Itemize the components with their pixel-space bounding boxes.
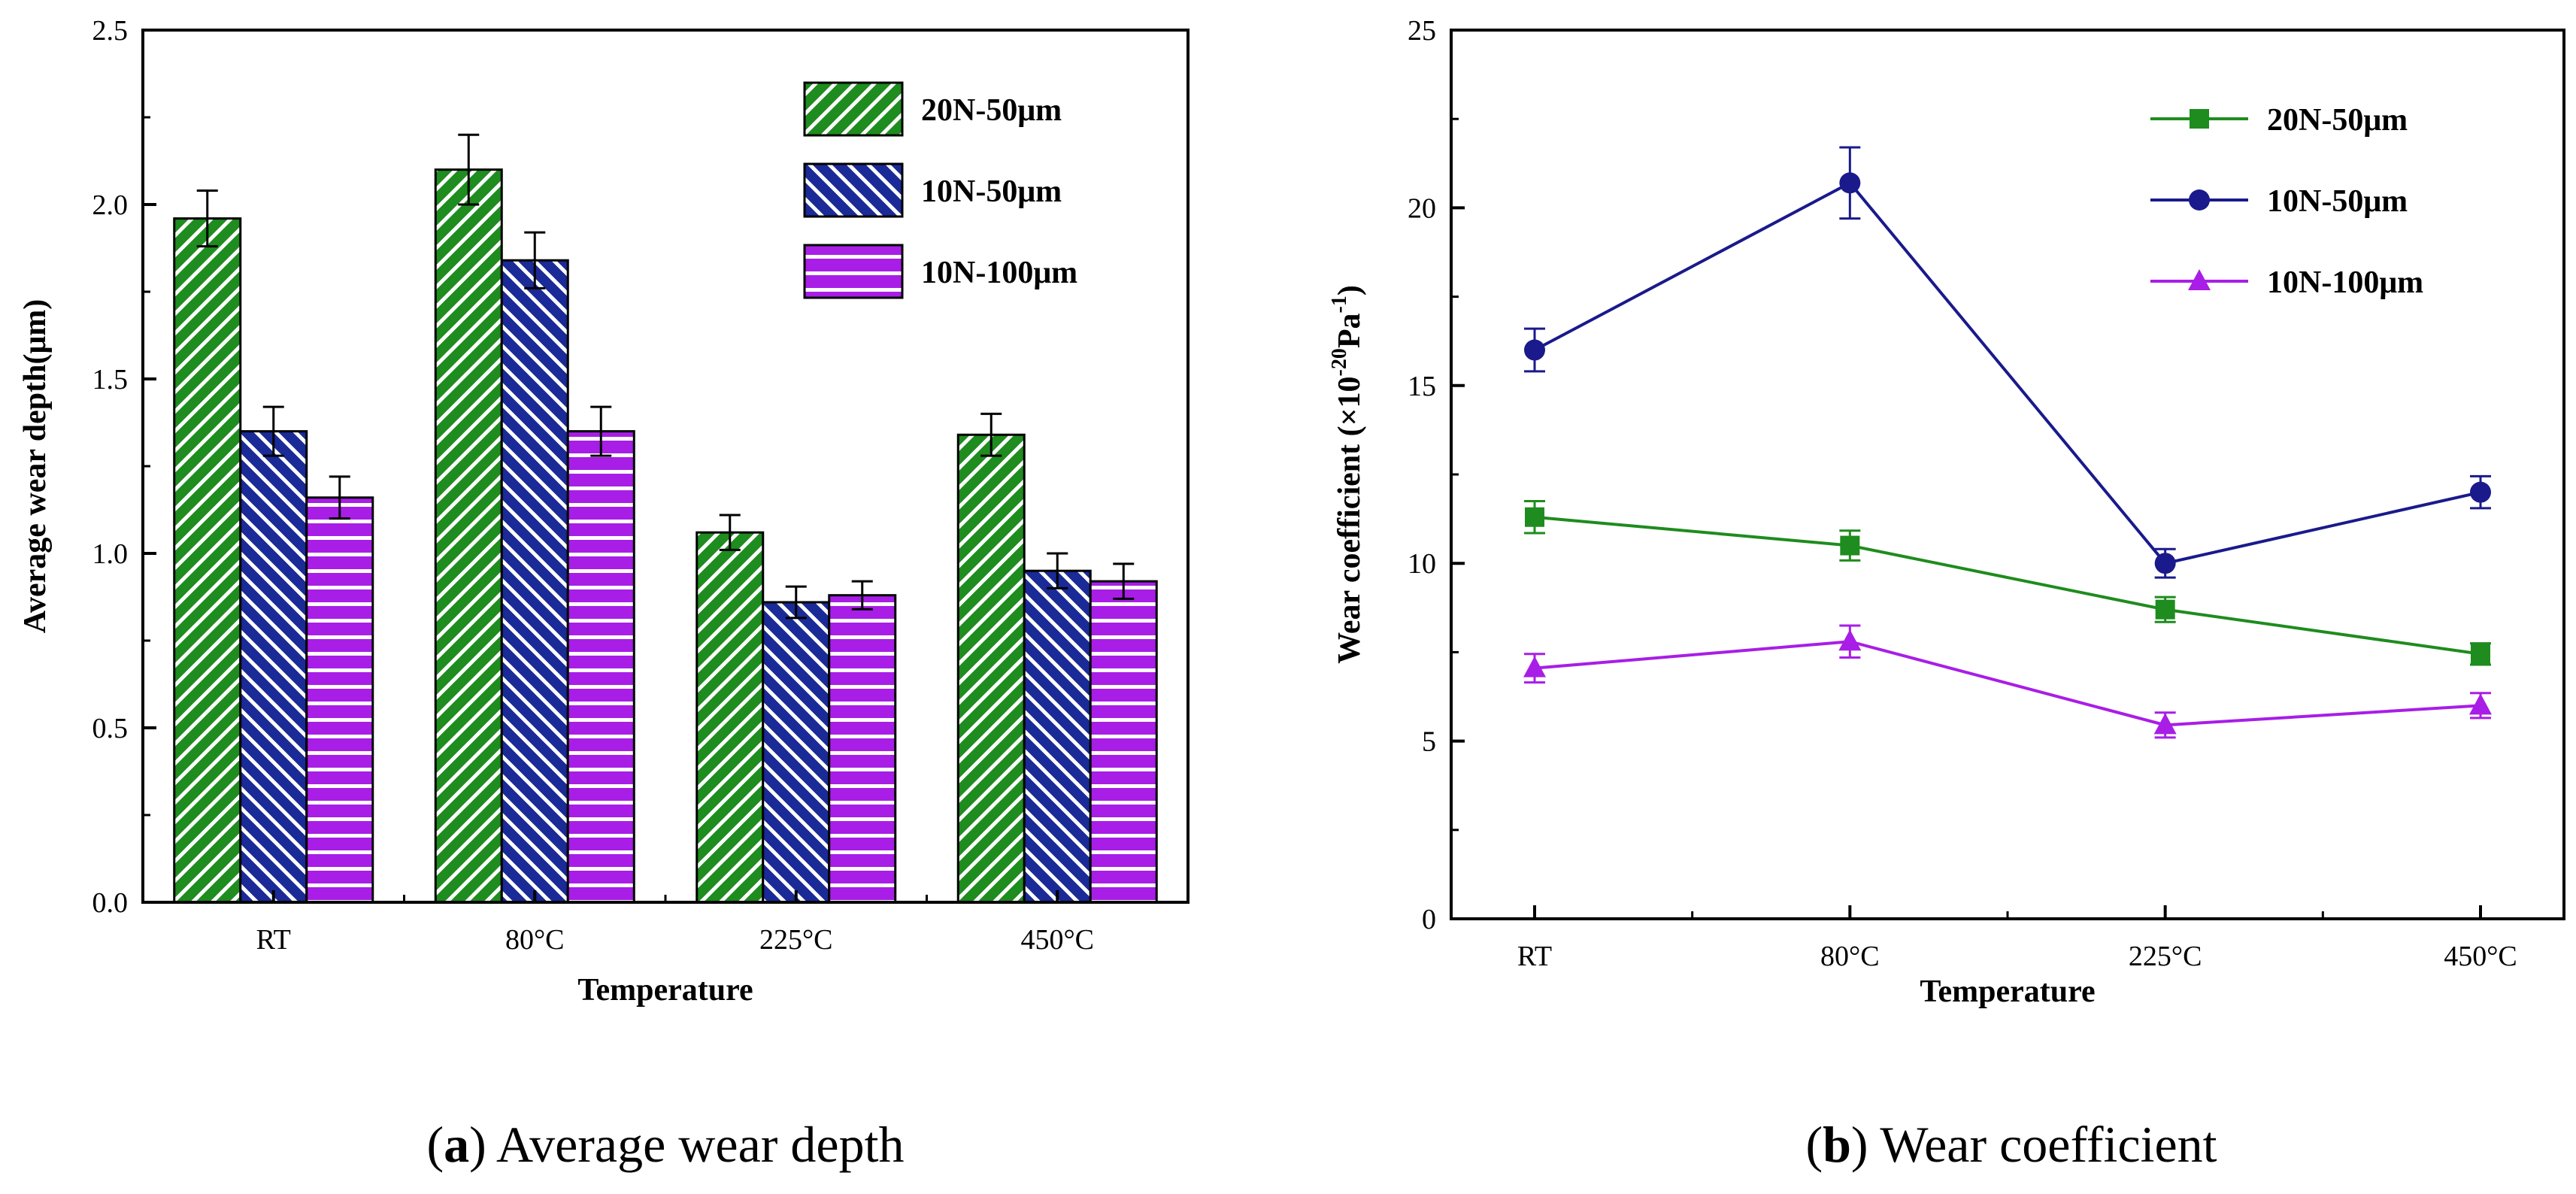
chart-a-caption: (a) Average wear depth: [426, 1116, 904, 1173]
chart-b-legend-marker: [2189, 189, 2210, 211]
chart-a-error-bar: [196, 189, 218, 248]
chart-b-data-point: [1839, 172, 1861, 194]
chart-a: 0.0 0.5 1.0 1.5 2.0 2.5 RT 80°C 225°C 450°C Temp…: [18, 15, 1190, 1173]
chart-a-bar: [434, 168, 503, 904]
chart-a-x-tick-label: 80°C: [505, 924, 565, 956]
chart-b-data-point: [1840, 535, 1860, 556]
chart-b-y-tick-label: 25: [1408, 15, 1436, 47]
chart-a-legend-label: 20N-50μm: [921, 93, 1062, 128]
chart-a-legend-swatch: [803, 81, 904, 137]
chart-a-bar: [500, 259, 569, 904]
chart-a-bar: [696, 531, 765, 904]
chart-a-legend-label: 10N-50μm: [921, 174, 1062, 209]
chart-b-y-label-main: Wear coefficient (×10: [1332, 376, 1367, 663]
chart-a-y-tick-label: 0.5: [92, 713, 129, 744]
chart-a-legend: 20N-50μm 10N-50μm 10N-100μm: [803, 81, 1077, 299]
chart-b-data-point: [2470, 481, 2491, 503]
chart-b-plot-frame: [1450, 29, 2565, 920]
chart-b-x-tick-label: 225°C: [2129, 941, 2202, 972]
chart-a-bar: [1089, 580, 1158, 904]
chart-b-data-point: [2469, 693, 2492, 715]
chart-a-error-bar: [980, 412, 1002, 457]
chart-a-caption-letter: a: [444, 1116, 469, 1173]
chart-b-legend-item: 20N-50μm: [2150, 103, 2408, 138]
chart-a-bar: [173, 217, 242, 904]
chart-b-y-tick-label: 15: [1408, 371, 1436, 402]
chart-b-x-axis-label: Temperature: [1920, 974, 2095, 1009]
chart-a-error-bar: [524, 231, 546, 289]
chart-a-y-tick-label: 0.0: [92, 887, 129, 919]
chart-a-legend-item: 10N-50μm: [803, 162, 1062, 218]
chart-b-legend-item: 10N-50μm: [2150, 184, 2408, 219]
chart-a-error-bar: [262, 405, 284, 457]
chart-b-series-line: [1534, 640, 2481, 727]
chart-a-bar: [762, 601, 831, 904]
chart-a-error-bar: [785, 585, 807, 620]
chart-a-legend-label: 10N-100μm: [921, 256, 1077, 290]
chart-a-x-tick-label: RT: [256, 924, 291, 956]
chart-a-bar: [566, 430, 635, 904]
chart-b-legend-label: 10N-100μm: [2267, 265, 2423, 300]
chart-a-bar: [1023, 569, 1092, 904]
chart-a-legend-swatch: [803, 244, 904, 299]
chart-b-data-point: [1523, 656, 1546, 677]
chart-b-y-tick-label: 20: [1408, 192, 1436, 224]
chart-b-y-label-end: ): [1332, 285, 1367, 295]
chart-a-legend-swatch: [803, 162, 904, 218]
chart-a-y-tick-label: 2.5: [92, 15, 129, 47]
chart-a-bar: [305, 496, 374, 904]
chart-a-error-bar: [1113, 562, 1135, 600]
chart-b-data-point: [2153, 713, 2177, 735]
chart-a-y-tick-label: 1.5: [92, 364, 129, 395]
chart-b-data-point: [2155, 599, 2175, 620]
chart-a-error-bar: [458, 133, 480, 206]
chart-b-series-line: [1534, 515, 2481, 656]
chart-b-y-label-exp2: -1: [1328, 295, 1351, 313]
chart-b-data-point: [1838, 629, 1862, 651]
chart-b-series-line: [1534, 180, 2481, 565]
chart-b-caption-letter: b: [1823, 1116, 1851, 1173]
chart-b-legend-marker: [2190, 109, 2209, 129]
chart-b-x-tick-label: RT: [1517, 941, 1552, 972]
chart-a-legend-item: 10N-100μm: [803, 244, 1077, 299]
chart-b-caption: (b) Wear coefficient: [1805, 1116, 2217, 1173]
chart-a-x-axis-label: Temperature: [577, 973, 753, 1008]
chart-b-y-label-mid: Pa: [1332, 313, 1367, 348]
chart-a-x-tick-label: 450°C: [1020, 924, 1094, 956]
chart-a-error-bar: [590, 405, 612, 457]
chart-a-error-bar: [1047, 552, 1068, 589]
chart-b-caption-text: Wear coefficient: [1880, 1116, 2217, 1173]
chart-b-legend-label: 10N-50μm: [2267, 184, 2408, 219]
chart-b-data-point: [1525, 507, 1544, 527]
chart-b-legend-label: 20N-50μm: [2267, 103, 2408, 138]
chart-b-y-label-exp1: -20: [1328, 348, 1351, 376]
chart-b-data-point: [2154, 553, 2176, 574]
chart-a-caption-text: Average wear depth: [496, 1116, 904, 1173]
chart-b-y-tick-label: 10: [1408, 548, 1436, 580]
chart-a-y-axis-label: Average wear depth(μm): [18, 299, 53, 633]
chart-b-legend-marker: [2188, 269, 2211, 290]
chart-b-legend: 20N-50μm 10N-50μm 10N-100μm: [2150, 103, 2423, 300]
chart-b-data-point: [2471, 644, 2490, 664]
chart-a-legend-item: 20N-50μm: [803, 81, 1062, 137]
chart-b-y-tick-label: 5: [1422, 726, 1436, 758]
chart-a-bar: [956, 433, 1026, 904]
chart-a-bar: [239, 430, 308, 904]
chart-b-y-tick-label: 0: [1422, 904, 1436, 935]
chart-a-y-tick-label: 1.0: [92, 538, 129, 570]
chart-b-x-tick-label: 450°C: [2444, 941, 2517, 972]
chart-b-legend-item: 10N-100μm: [2150, 265, 2423, 300]
chart-a-error-bar: [329, 475, 350, 520]
chart-a-error-bar: [719, 514, 741, 551]
chart-a-y-tick-label: 2.0: [92, 189, 129, 221]
chart-a-error-bar: [851, 580, 873, 611]
chart-a-bar: [828, 594, 897, 904]
chart-b-data-point: [1524, 339, 1545, 361]
chart-a-x-tick-label: 225°C: [759, 924, 833, 956]
chart-b-x-tick-label: 80°C: [1820, 941, 1880, 972]
chart-b-y-axis-label: Wear coefficient (×10-20Pa-1): [1328, 285, 1367, 664]
